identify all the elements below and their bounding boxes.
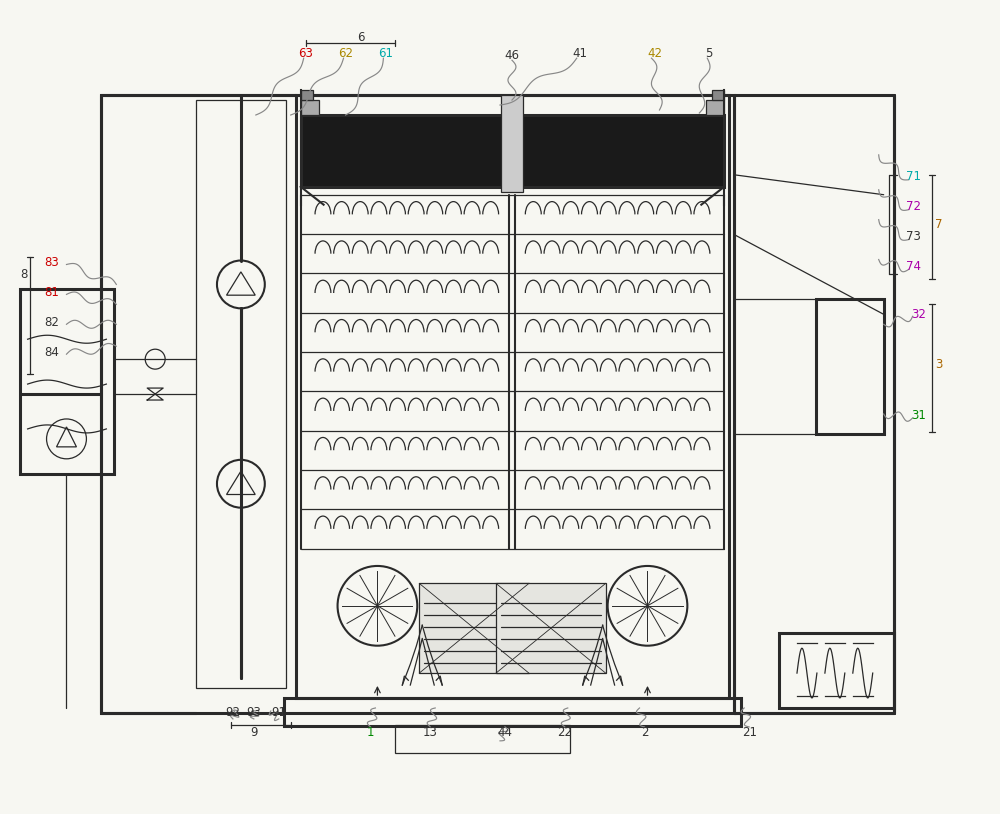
Text: 13: 13 xyxy=(423,726,438,739)
Text: 72: 72 xyxy=(906,200,921,213)
Text: 1: 1 xyxy=(367,726,374,739)
Text: 21: 21 xyxy=(742,726,757,739)
Text: 32: 32 xyxy=(911,308,926,321)
Bar xyxy=(301,90,313,100)
Bar xyxy=(419,584,529,673)
Text: 63: 63 xyxy=(298,46,313,59)
Text: 61: 61 xyxy=(378,46,393,59)
Text: 2: 2 xyxy=(641,726,648,739)
Bar xyxy=(712,90,724,100)
Text: 82: 82 xyxy=(44,316,59,329)
Text: 8: 8 xyxy=(20,268,27,281)
Text: 9: 9 xyxy=(250,726,258,739)
Text: 74: 74 xyxy=(906,260,921,273)
Text: 91: 91 xyxy=(271,707,286,720)
Bar xyxy=(101,95,734,713)
Text: 62: 62 xyxy=(338,46,353,59)
Text: 84: 84 xyxy=(44,346,59,359)
Bar xyxy=(779,633,894,708)
Bar xyxy=(501,95,523,192)
Bar xyxy=(20,290,114,474)
Bar xyxy=(395,725,570,753)
Text: 83: 83 xyxy=(44,256,59,269)
Text: 22: 22 xyxy=(557,726,572,739)
Text: 31: 31 xyxy=(911,409,926,422)
Text: 6: 6 xyxy=(357,31,364,44)
Bar xyxy=(296,95,729,698)
Text: 92: 92 xyxy=(225,707,240,720)
Bar xyxy=(284,698,741,726)
Bar xyxy=(196,100,286,688)
Bar xyxy=(301,100,319,115)
Text: 41: 41 xyxy=(572,46,587,59)
Bar xyxy=(816,300,884,434)
Text: 93: 93 xyxy=(246,707,261,720)
Text: 42: 42 xyxy=(647,46,662,59)
Text: 46: 46 xyxy=(504,49,519,62)
Text: 7: 7 xyxy=(935,218,942,231)
Bar xyxy=(496,584,606,673)
Text: 71: 71 xyxy=(906,170,921,183)
Text: 73: 73 xyxy=(906,230,921,243)
Bar xyxy=(706,100,724,115)
Text: 81: 81 xyxy=(44,286,59,299)
Bar xyxy=(301,115,724,186)
Text: 44: 44 xyxy=(497,726,512,739)
Text: 5: 5 xyxy=(706,46,713,59)
Text: 3: 3 xyxy=(935,357,942,370)
